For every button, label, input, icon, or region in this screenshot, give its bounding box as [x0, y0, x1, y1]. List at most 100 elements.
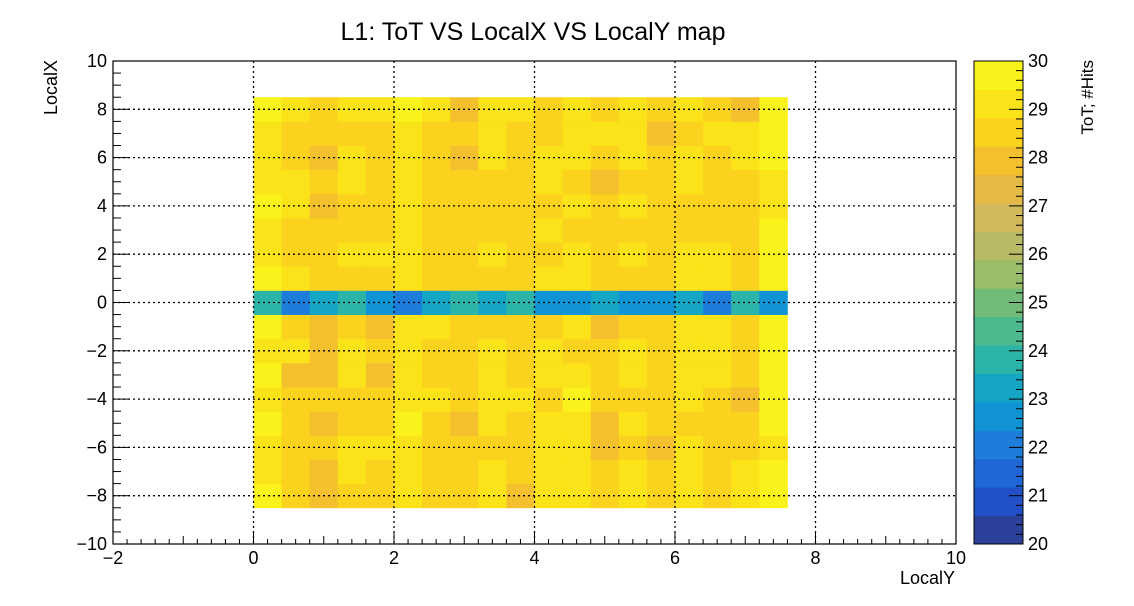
heatmap-cell	[337, 314, 367, 340]
heatmap-cell	[478, 242, 507, 267]
heatmap-cell	[506, 242, 535, 267]
heatmap-cell	[731, 217, 760, 243]
heatmap-cell	[422, 338, 451, 364]
heatmap-cell	[506, 290, 535, 315]
heatmap-cell	[506, 193, 535, 219]
heatmap-cell	[365, 242, 395, 267]
heatmap-cell	[281, 193, 311, 219]
heatmap-cell	[309, 314, 339, 340]
color-scale-band	[974, 487, 1023, 516]
heatmap-cell	[506, 169, 535, 195]
heatmap-cell	[337, 121, 367, 146]
heatmap-cell	[337, 483, 367, 509]
heatmap-cell	[478, 169, 507, 195]
heatmap-cell	[309, 169, 339, 195]
x-tick-label: 4	[529, 548, 539, 568]
heatmap-cell	[478, 145, 507, 171]
heatmap-cell	[703, 314, 732, 340]
heatmap-cell	[731, 266, 760, 291]
heatmap-cells	[253, 97, 788, 509]
color-scale-band	[974, 174, 1023, 204]
heatmap-cell	[534, 169, 563, 195]
heatmap-cell	[394, 411, 423, 436]
heatmap-cell	[309, 266, 339, 291]
heatmap-cell	[590, 459, 620, 485]
heatmap-cell	[394, 169, 423, 195]
heatmap-cell	[281, 362, 311, 388]
color-scale-tick-label: 26	[1028, 244, 1048, 264]
heatmap-cell	[646, 314, 676, 340]
heatmap-cell	[281, 145, 311, 171]
color-scale-band	[974, 373, 1023, 403]
heatmap-cell	[759, 169, 788, 195]
color-scale-band	[974, 458, 1023, 488]
heatmap-cell	[394, 266, 423, 291]
color-scale-tick-label: 27	[1028, 196, 1048, 216]
heatmap-cell	[506, 387, 535, 412]
heatmap-cell	[253, 169, 282, 195]
heatmap-cell	[562, 483, 592, 509]
y-tick-label: 8	[97, 99, 107, 119]
heatmap-cell	[478, 362, 507, 388]
heatmap-cell	[253, 242, 282, 267]
heatmap-cell	[590, 411, 620, 436]
heatmap-cell	[450, 121, 479, 146]
heatmap-cell	[703, 411, 732, 436]
heatmap-cell	[253, 266, 282, 291]
heatmap-cell	[562, 169, 592, 195]
y-tick-label: −8	[86, 486, 107, 506]
heatmap-cell	[281, 338, 311, 364]
heatmap-cell	[562, 459, 592, 485]
heatmap-cell	[759, 314, 788, 340]
heatmap-cell	[365, 121, 395, 146]
color-scale-band	[974, 316, 1023, 346]
heatmap-cell	[422, 411, 451, 436]
heatmap-cell	[506, 97, 535, 122]
heatmap-cell	[506, 314, 535, 340]
heatmap-cell	[646, 121, 676, 146]
heatmap-cell	[422, 435, 451, 460]
heatmap-cell	[562, 387, 592, 412]
heatmap-cell	[646, 193, 676, 219]
heatmap-cell	[422, 314, 451, 340]
heatmap-cell	[478, 314, 507, 340]
heatmap-cell	[703, 266, 732, 291]
heatmap-cell	[646, 387, 676, 412]
heatmap-cell	[562, 314, 592, 340]
color-scale-band	[974, 345, 1023, 374]
heatmap-cell	[646, 411, 676, 436]
heatmap-cell	[731, 362, 760, 388]
heatmap-cell	[337, 362, 367, 388]
heatmap-cell	[394, 121, 423, 146]
heatmap-cell	[365, 338, 395, 364]
heatmap-cell	[731, 169, 760, 195]
heatmap-cell	[422, 121, 451, 146]
heatmap-cell	[422, 290, 451, 315]
heatmap-cell	[450, 459, 479, 485]
heatmap-cell	[534, 121, 563, 146]
heatmap-cell	[253, 411, 282, 436]
heatmap-cell	[365, 387, 395, 412]
heatmap-cell	[281, 387, 311, 412]
heatmap-cell	[534, 314, 563, 340]
heatmap-cell	[590, 121, 620, 146]
heatmap-cell	[253, 145, 282, 171]
heatmap-cell	[646, 338, 676, 364]
heatmap-cell	[675, 266, 704, 291]
heatmap-cell	[253, 387, 282, 412]
x-axis-label: LocalY	[900, 568, 955, 588]
heatmap-cell	[759, 266, 788, 291]
heatmap-cell	[253, 338, 282, 364]
heatmap-cell	[618, 169, 648, 195]
heatmap-cell	[703, 435, 732, 460]
heatmap-cell	[703, 362, 732, 388]
heatmap-cell	[337, 290, 367, 315]
axis-ticks	[112, 60, 957, 545]
heatmap-cell	[506, 411, 535, 436]
color-scale-tick-label: 25	[1028, 293, 1048, 313]
heatmap-cell	[394, 314, 423, 340]
heatmap-cell	[703, 483, 732, 509]
heatmap-cell	[281, 411, 311, 436]
heatmap-cell	[422, 387, 451, 412]
heatmap-cell	[478, 387, 507, 412]
